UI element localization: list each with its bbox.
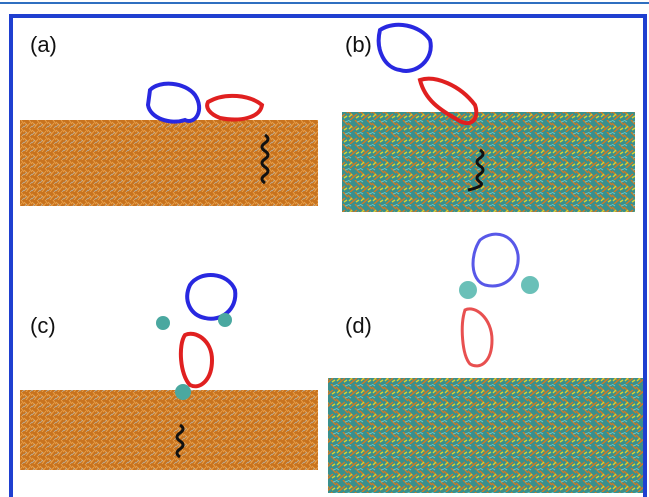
glycan bbox=[175, 384, 191, 400]
panel-label: (c) bbox=[30, 313, 56, 338]
protein-domain-red bbox=[178, 331, 215, 389]
membrane bbox=[20, 120, 318, 206]
protein-domain-blue bbox=[471, 232, 520, 288]
helix bbox=[175, 423, 185, 459]
panel-label: (b) bbox=[345, 32, 372, 57]
protein-domain-blue bbox=[376, 22, 433, 73]
membrane bbox=[342, 112, 635, 212]
figure-frame bbox=[9, 14, 647, 497]
panel-label: (a) bbox=[30, 32, 57, 57]
protein-domain-blue bbox=[185, 272, 238, 321]
helix bbox=[467, 148, 485, 192]
glycan bbox=[156, 316, 170, 330]
protein-domain-red bbox=[417, 76, 479, 126]
helix bbox=[260, 133, 270, 185]
membrane bbox=[20, 390, 318, 470]
glycan bbox=[459, 281, 477, 299]
protein-domain-blue bbox=[145, 81, 202, 124]
membrane bbox=[328, 378, 643, 493]
protein-domain-red bbox=[460, 307, 494, 368]
protein-domain-red bbox=[205, 93, 265, 122]
glycan bbox=[521, 276, 539, 294]
panel-label: (d) bbox=[345, 313, 372, 338]
glycan bbox=[218, 313, 232, 327]
